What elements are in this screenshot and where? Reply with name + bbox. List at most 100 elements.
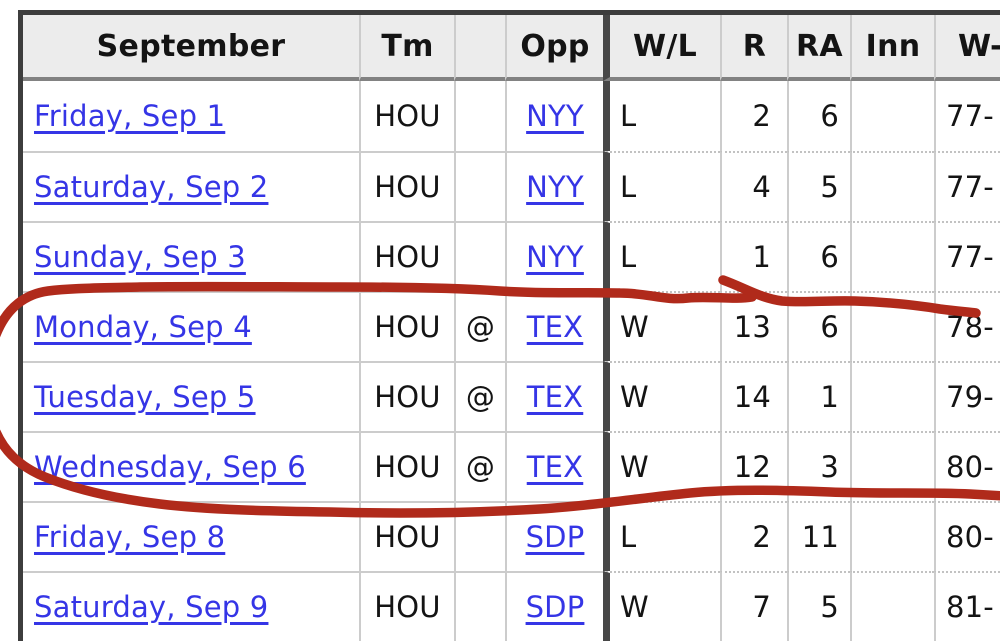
date-link[interactable]: Monday, Sep 4 <box>34 310 252 344</box>
team-cell: HOU <box>359 151 454 221</box>
opponent-link[interactable]: SDP <box>525 520 585 554</box>
runs-cell: 14 <box>720 361 787 431</box>
header-opponent[interactable]: Opp <box>505 15 603 81</box>
runs-allowed-cell: 11 <box>787 501 850 571</box>
home-away-cell: @ <box>454 291 505 361</box>
win-loss-cell: L <box>603 81 720 151</box>
record-cell: 77- <box>934 221 1000 291</box>
home-away-cell <box>454 571 505 641</box>
opponent-link[interactable]: NYY <box>526 240 584 274</box>
opponent-link[interactable]: NYY <box>526 99 584 133</box>
opponent-cell: NYY <box>505 151 603 221</box>
runs-allowed-cell: 3 <box>787 431 850 501</box>
innings-cell <box>850 81 934 151</box>
record-cell: 80- <box>934 501 1000 571</box>
team-cell: HOU <box>359 291 454 361</box>
win-loss-cell: L <box>603 501 720 571</box>
date-link[interactable]: Sunday, Sep 3 <box>34 240 246 274</box>
runs-allowed-cell: 6 <box>787 291 850 361</box>
win-loss-cell: W <box>603 431 720 501</box>
innings-cell <box>850 571 934 641</box>
date-link[interactable]: Saturday, Sep 9 <box>34 590 269 624</box>
table-body: Friday, Sep 1 HOU NYY L 2 6 77- Saturday… <box>23 81 1000 641</box>
opponent-cell: TEX <box>505 361 603 431</box>
table-row: Friday, Sep 8 HOU SDP L 2 11 80- <box>23 501 1000 571</box>
home-away-cell: @ <box>454 431 505 501</box>
home-away-cell <box>454 221 505 291</box>
date-link[interactable]: Wednesday, Sep 6 <box>34 450 306 484</box>
table-row: Friday, Sep 1 HOU NYY L 2 6 77- <box>23 81 1000 151</box>
runs-cell: 7 <box>720 571 787 641</box>
team-cell: HOU <box>359 221 454 291</box>
record-cell: 78- <box>934 291 1000 361</box>
table-row: Wednesday, Sep 6 HOU @ TEX W 12 3 80- <box>23 431 1000 501</box>
team-cell: HOU <box>359 431 454 501</box>
runs-cell: 4 <box>720 151 787 221</box>
innings-cell <box>850 501 934 571</box>
header-win-loss[interactable]: W/L <box>603 15 720 81</box>
date-link[interactable]: Tuesday, Sep 5 <box>34 380 256 414</box>
header-home-away[interactable] <box>454 15 505 81</box>
table-row: Saturday, Sep 2 HOU NYY L 4 5 77- <box>23 151 1000 221</box>
runs-allowed-cell: 5 <box>787 151 850 221</box>
win-loss-cell: W <box>603 291 720 361</box>
opponent-cell: SDP <box>505 571 603 641</box>
team-cell: HOU <box>359 361 454 431</box>
runs-cell: 1 <box>720 221 787 291</box>
date-link[interactable]: Saturday, Sep 2 <box>34 170 269 204</box>
date-cell: Monday, Sep 4 <box>23 291 359 361</box>
record-cell: 79- <box>934 361 1000 431</box>
date-link[interactable]: Friday, Sep 1 <box>34 99 226 133</box>
home-away-cell <box>454 151 505 221</box>
opponent-link[interactable]: SDP <box>525 590 585 624</box>
win-loss-cell: W <box>603 361 720 431</box>
record-cell: 80- <box>934 431 1000 501</box>
opponent-cell: NYY <box>505 81 603 151</box>
header-september[interactable]: September <box>23 15 359 81</box>
innings-cell <box>850 221 934 291</box>
date-cell: Saturday, Sep 2 <box>23 151 359 221</box>
opponent-link[interactable]: TEX <box>526 310 584 344</box>
date-cell: Wednesday, Sep 6 <box>23 431 359 501</box>
header-runs-allowed[interactable]: RA <box>787 15 850 81</box>
home-away-cell <box>454 501 505 571</box>
date-cell: Saturday, Sep 9 <box>23 571 359 641</box>
schedule-table: September Tm Opp W/L R RA Inn W- Friday,… <box>18 10 1000 641</box>
header-team[interactable]: Tm <box>359 15 454 81</box>
header-record[interactable]: W- <box>934 15 1000 81</box>
home-away-cell: @ <box>454 361 505 431</box>
table-row: Monday, Sep 4 HOU @ TEX W 13 6 78- <box>23 291 1000 361</box>
runs-allowed-cell: 6 <box>787 81 850 151</box>
opponent-link[interactable]: NYY <box>526 170 584 204</box>
table-header-row: September Tm Opp W/L R RA Inn W- <box>23 15 1000 81</box>
header-innings[interactable]: Inn <box>850 15 934 81</box>
runs-cell: 13 <box>720 291 787 361</box>
opponent-cell: SDP <box>505 501 603 571</box>
opponent-link[interactable]: TEX <box>526 380 584 414</box>
win-loss-cell: L <box>603 151 720 221</box>
opponent-cell: TEX <box>505 291 603 361</box>
runs-allowed-cell: 5 <box>787 571 850 641</box>
innings-cell <box>850 151 934 221</box>
date-cell: Sunday, Sep 3 <box>23 221 359 291</box>
opponent-cell: NYY <box>505 221 603 291</box>
home-away-cell <box>454 81 505 151</box>
opponent-link[interactable]: TEX <box>526 450 584 484</box>
date-link[interactable]: Friday, Sep 8 <box>34 520 226 554</box>
team-cell: HOU <box>359 501 454 571</box>
team-cell: HOU <box>359 571 454 641</box>
win-loss-cell: W <box>603 571 720 641</box>
table-row: Saturday, Sep 9 HOU SDP W 7 5 81- <box>23 571 1000 641</box>
table-header: September Tm Opp W/L R RA Inn W- <box>23 15 1000 81</box>
date-cell: Friday, Sep 8 <box>23 501 359 571</box>
record-cell: 77- <box>934 81 1000 151</box>
date-cell: Friday, Sep 1 <box>23 81 359 151</box>
runs-allowed-cell: 6 <box>787 221 850 291</box>
runs-cell: 2 <box>720 81 787 151</box>
runs-cell: 2 <box>720 501 787 571</box>
innings-cell <box>850 291 934 361</box>
runs-cell: 12 <box>720 431 787 501</box>
win-loss-cell: L <box>603 221 720 291</box>
header-runs[interactable]: R <box>720 15 787 81</box>
